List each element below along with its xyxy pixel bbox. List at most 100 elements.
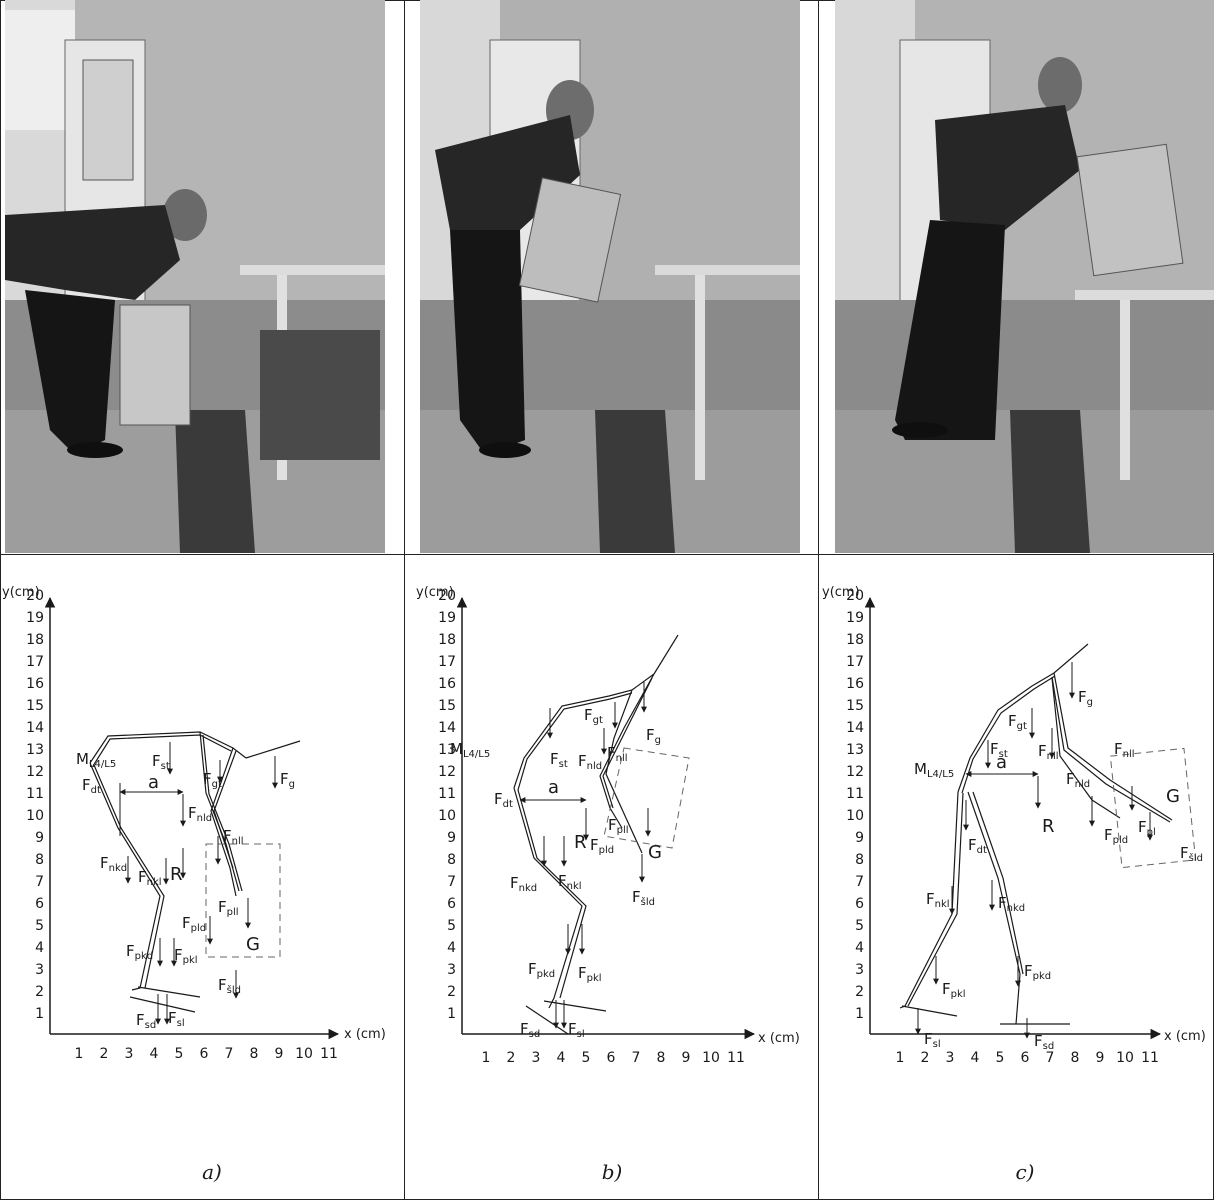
y-tick: 13 — [438, 742, 456, 758]
x-tick: 11 — [320, 1046, 338, 1062]
labels-b: ML4/L5 Fst Fdt a Fgt Fg Fnld Fnll R Fpld… — [450, 706, 662, 1040]
fst-label: F — [550, 750, 559, 768]
diagram-a: y(cm) x (cm) 1 2 3 4 5 6 7 8 9 10 11 12 … — [0, 578, 392, 1118]
x-ticks: 1 2 3 4 5 6 7 8 9 10 11 — [75, 1046, 338, 1062]
svg-text:Fdt: Fdt — [82, 776, 101, 796]
svg-text:Fpll: Fpll — [608, 816, 629, 836]
photo-c — [835, 0, 1214, 553]
fpll-label: F — [218, 898, 227, 916]
x-tick: 6 — [607, 1050, 616, 1066]
y-tick: 16 — [846, 676, 864, 692]
y-tick: 5 — [447, 918, 456, 934]
svg-text:Fpld: Fpld — [182, 914, 206, 934]
x-tick: 2 — [921, 1050, 930, 1066]
svg-text:Fnll: Fnll — [1038, 742, 1059, 762]
y-tick: 10 — [846, 808, 864, 824]
svg-text:Fpld: Fpld — [1104, 826, 1128, 846]
y-ticks: 1 2 3 4 5 6 7 8 9 10 11 12 13 14 15 16 1… — [438, 588, 456, 1022]
svg-text:Fsl: Fsl — [924, 1030, 941, 1050]
column-divider-2 — [818, 0, 819, 1200]
fdt-label: F — [494, 790, 503, 808]
svg-text:Fst: Fst — [152, 752, 170, 772]
svg-text:Fst: Fst — [990, 740, 1008, 760]
y-tick: 1 — [35, 1006, 44, 1022]
fgt-label: F — [203, 770, 212, 788]
y-tick: 2 — [447, 984, 456, 1000]
y-tick: 18 — [438, 632, 456, 648]
svg-text:Fšld: Fšld — [632, 888, 655, 908]
x-tick: 4 — [971, 1050, 980, 1066]
diagram-c: y(cm) x (cm) 1 2 3 4 5 6 7 8 9 10 11 12 … — [820, 578, 1212, 1118]
fnll-label: F — [1114, 740, 1123, 758]
y-tick: 2 — [35, 984, 44, 1000]
svg-text:Fsd: Fsd — [520, 1020, 540, 1040]
y-axis-title: y(cm) — [822, 585, 860, 600]
force-arrows — [125, 742, 278, 1025]
y-tick: 15 — [26, 698, 44, 714]
fdt-label: F — [968, 836, 977, 854]
x-tick: 4 — [557, 1050, 566, 1066]
svg-text:Fpkl: Fpkl — [578, 964, 602, 984]
row-divider — [0, 554, 1214, 555]
x-tick: 3 — [946, 1050, 955, 1066]
x-axis-title: x (cm) — [1164, 1029, 1206, 1044]
skeleton-b — [513, 634, 679, 1035]
fg-label: F — [280, 770, 289, 788]
y-ticks: 1 2 3 4 5 6 7 8 9 10 11 12 13 14 15 16 1… — [846, 588, 864, 1022]
svg-text:Fsd: Fsd — [1034, 1032, 1054, 1052]
fnkd-label: F — [100, 854, 109, 872]
y-tick: 9 — [855, 830, 864, 846]
labels-a: ML4/L5 Fst Fdt a Fgt Fg Fnld Fnll Fnkd F… — [76, 750, 295, 1031]
moment-label: M — [76, 750, 89, 768]
x-tick: 1 — [896, 1050, 905, 1066]
fpkd-label: F — [528, 960, 537, 978]
svg-text:Fnkl: Fnkl — [926, 890, 950, 910]
svg-text:Fg: Fg — [280, 770, 295, 790]
x-tick: 6 — [1021, 1050, 1030, 1066]
y-tick: 7 — [855, 874, 864, 890]
photo-a — [5, 0, 385, 553]
fgt-label: F — [584, 706, 593, 724]
svg-text:Fpkd: Fpkd — [528, 960, 555, 980]
x-tick: 9 — [682, 1050, 691, 1066]
caption-a: a) — [202, 1160, 222, 1184]
diagram-a-svg: y(cm) x (cm) 1 2 3 4 5 6 7 8 9 10 11 12 … — [2, 585, 386, 1062]
svg-text:Fnll: Fnll — [607, 744, 628, 764]
x-tick: 5 — [582, 1050, 591, 1066]
load-box-g — [205, 843, 281, 958]
x-tick: 5 — [175, 1046, 184, 1062]
svg-text:Fnkl: Fnkl — [558, 872, 582, 892]
y-tick: 4 — [447, 940, 456, 956]
x-tick: 1 — [482, 1050, 491, 1066]
fpld-label: F — [182, 914, 191, 932]
fnkl-label: F — [138, 868, 147, 886]
svg-text:Fnkd: Fnkd — [100, 854, 127, 874]
svg-text:Fnkl: Fnkl — [138, 868, 162, 888]
svg-text:Fšld: Fšld — [1180, 844, 1203, 864]
y-tick: 15 — [438, 698, 456, 714]
y-tick: 3 — [35, 962, 44, 978]
svg-text:Fnkd: Fnkd — [998, 894, 1025, 914]
r-label: R — [574, 832, 587, 853]
y-tick: 5 — [35, 918, 44, 934]
svg-text:Fsl: Fsl — [168, 1009, 185, 1029]
fnkd-label: F — [998, 894, 1007, 912]
fst-label: F — [990, 740, 999, 758]
fpld-label: F — [590, 836, 599, 854]
x-tick: 6 — [200, 1046, 209, 1062]
fnll-label: F — [607, 744, 616, 762]
photo-b — [420, 0, 800, 553]
fsd-label: F — [136, 1011, 145, 1029]
svg-text:Fgt: Fgt — [584, 706, 603, 726]
x-tick: 8 — [250, 1046, 259, 1062]
skeleton-c — [899, 643, 1173, 1025]
svg-text:Fdt: Fdt — [494, 790, 513, 810]
force-arrows — [541, 682, 651, 1029]
svg-text:Fgt: Fgt — [203, 770, 222, 790]
svg-text:Fnld: Fnld — [578, 752, 602, 772]
svg-text:Fpl: Fpl — [1138, 818, 1156, 838]
y-tick: 8 — [855, 852, 864, 868]
x-tick: 10 — [702, 1050, 720, 1066]
fpkd-label: F — [1024, 962, 1033, 980]
x-tick: 7 — [632, 1050, 641, 1066]
